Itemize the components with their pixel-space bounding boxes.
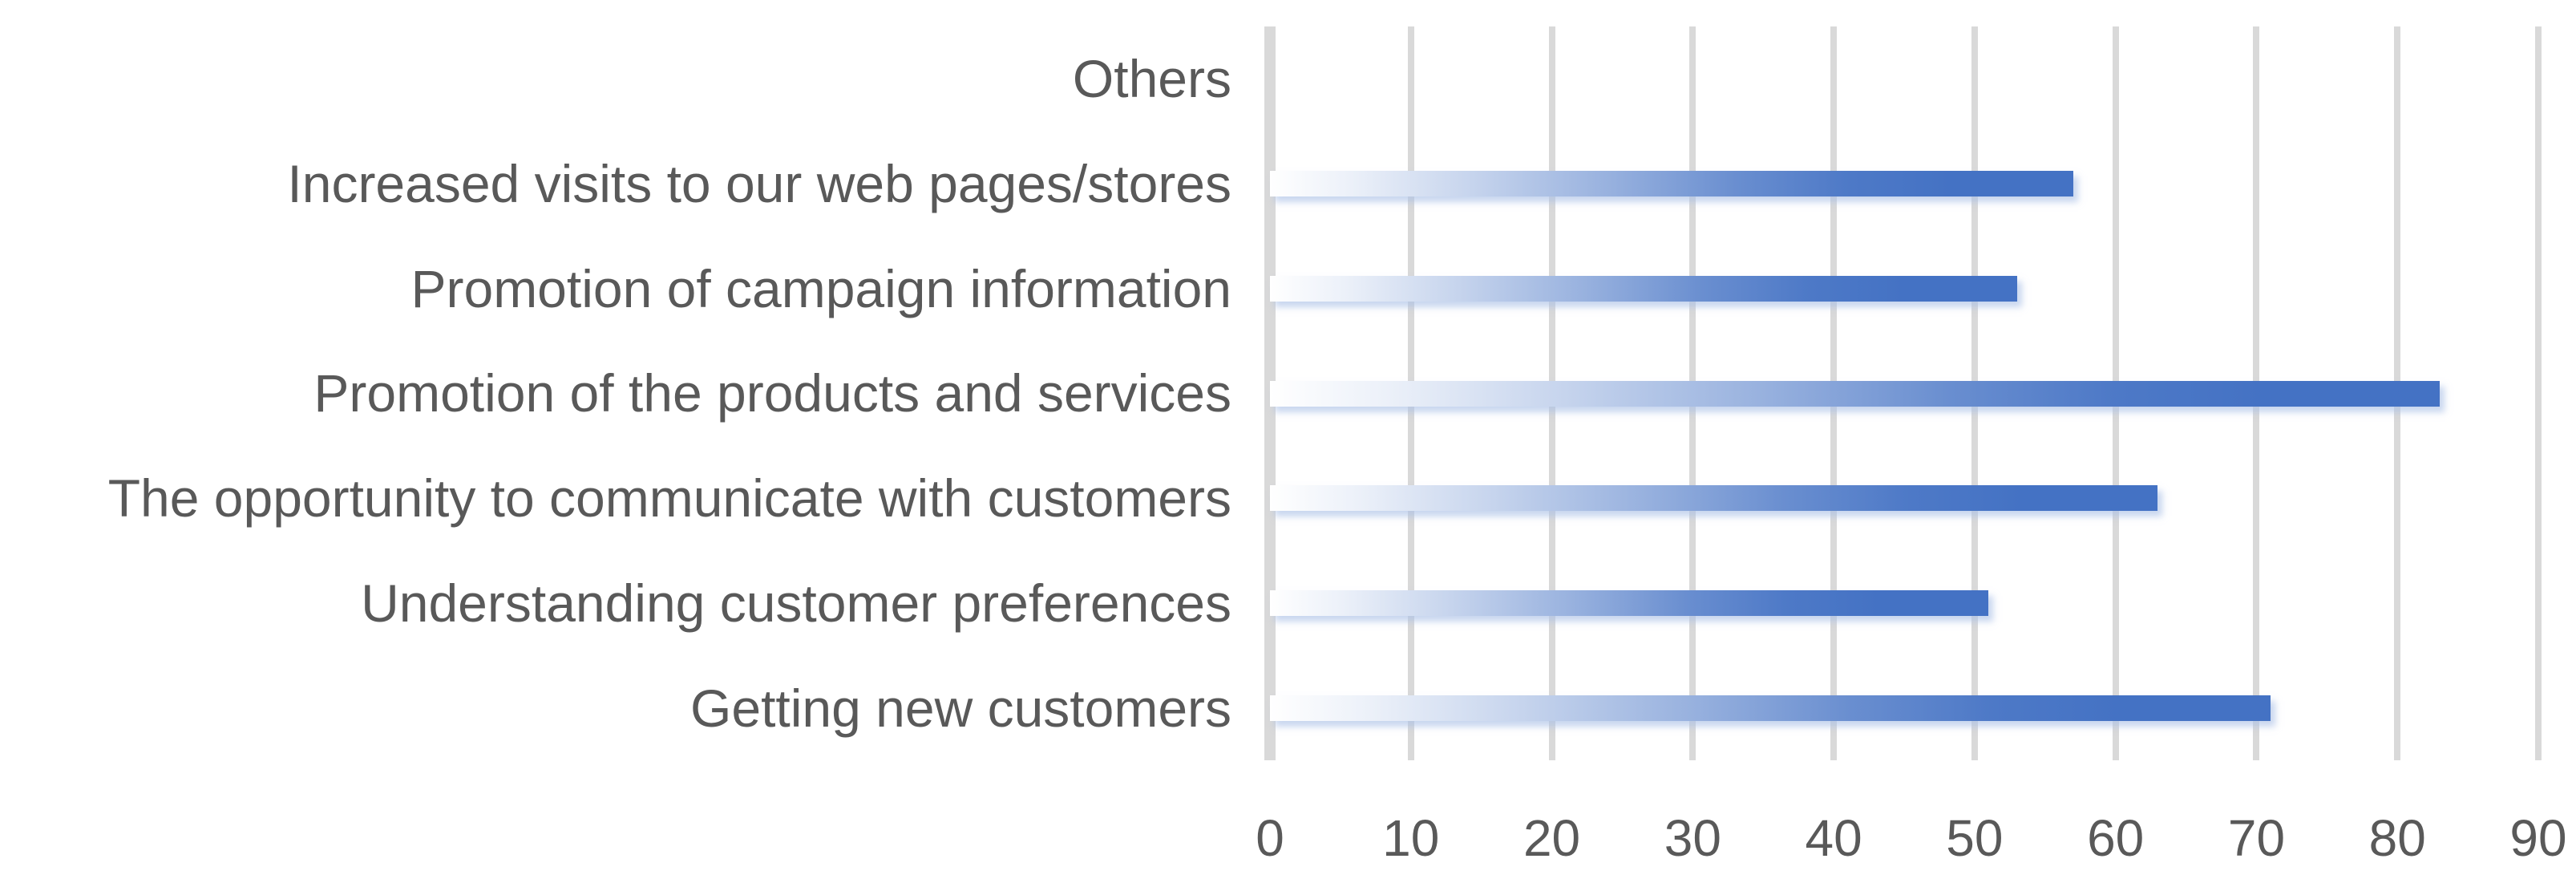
bar-4 [1270,485,2158,512]
bar-6 [1270,695,2271,721]
bar-1 [1270,171,2073,197]
category-label: Getting new customers [690,678,1231,738]
x-tick-label: 0 [1256,809,1284,867]
category-label: Increased visits to our web pages/stores [287,154,1231,214]
category-label: Others [1072,49,1231,109]
x-tick-label: 10 [1382,809,1440,867]
x-tick-label: 30 [1664,809,1721,867]
x-tick-label: 40 [1805,809,1862,867]
category-label: Promotion of the products and services [313,363,1231,423]
bar-2 [1270,275,2017,302]
category-label: Understanding customer preferences [361,573,1231,633]
gridline [2535,26,2542,760]
x-tick-label: 60 [2087,809,2145,867]
x-tick-label: 80 [2368,809,2426,867]
x-tick-label: 90 [2509,809,2567,867]
category-label: The opportunity to communicate with cust… [107,468,1231,529]
bar-5 [1270,589,1989,616]
x-tick-label: 20 [1523,809,1581,867]
bar-3 [1270,380,2440,407]
category-axis: Others Increased visits to our web pages/… [0,26,1231,760]
plot-area [1264,26,2542,760]
x-tick-label: 50 [1946,809,2004,867]
value-axis: 0 10 20 30 40 50 60 70 80 90 [1256,808,2566,873]
category-label: Promotion of campaign information [410,258,1231,318]
x-tick-label: 70 [2227,809,2286,867]
